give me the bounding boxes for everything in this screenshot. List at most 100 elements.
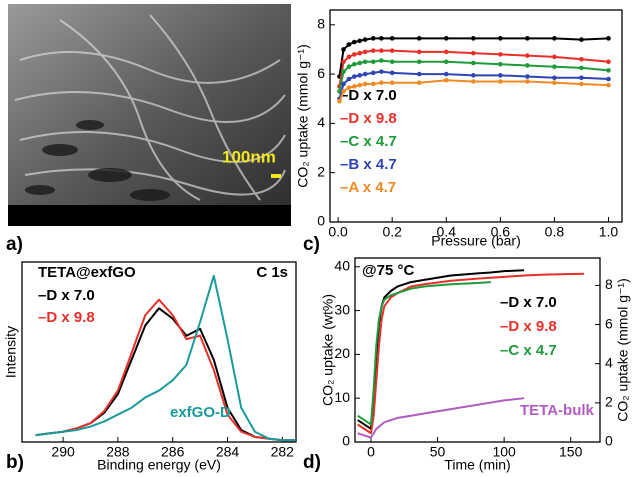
plot-frame: [329, 9, 623, 223]
data-point: [379, 36, 384, 41]
data-point: [357, 38, 363, 44]
x-tick-label: 284: [216, 444, 240, 460]
data-point: [370, 48, 376, 53]
y-tick-label: 30: [334, 301, 350, 317]
y-axis-label: CO₂ uptake (mmol g⁻¹): [295, 44, 311, 188]
x-tick-label: 50: [430, 444, 446, 460]
data-point: [579, 81, 584, 87]
data-point: [341, 69, 346, 74]
data-point: [357, 73, 363, 78]
y2-axis-label: CO₂ uptake (mmol g⁻¹): [615, 278, 631, 422]
data-point: [443, 71, 449, 77]
data-point: [352, 39, 357, 45]
data-point: [579, 57, 584, 62]
sem-footer-text: SEI: [118, 213, 129, 220]
data-point: [352, 74, 357, 79]
scale-bar: [271, 174, 281, 178]
data-point: [341, 89, 346, 94]
data-point: [498, 61, 503, 67]
y-tick-label: 4: [317, 114, 325, 130]
y2-tick-label: 2: [605, 394, 613, 410]
data-point: [346, 64, 352, 69]
x-tick-label: 0.0: [328, 224, 348, 240]
data-point: [379, 48, 384, 53]
data-point: [362, 59, 368, 65]
data-point: [379, 58, 384, 63]
data-point: [470, 79, 476, 84]
legend-entry: –B x 4.7: [340, 156, 397, 173]
data-point: [416, 36, 422, 41]
x-tick-label: 282: [271, 444, 295, 460]
data-point: [525, 63, 530, 68]
data-point: [498, 36, 503, 41]
series-line: [35, 307, 296, 442]
legend-entry: –D x 9.8: [340, 110, 397, 127]
data-point: [416, 80, 422, 86]
data-point: [370, 59, 376, 65]
y-tick-label: 0: [317, 213, 325, 229]
sem-image: UCL CHEM SEI 5.0kV X50,000 WD 7.9mm 100n…: [8, 4, 291, 226]
data-point: [346, 76, 352, 82]
data-point: [341, 47, 346, 52]
sem-footer-text: X50,000: [178, 213, 204, 220]
legend-entry: –D x 9.8: [38, 309, 95, 326]
sem-background: [8, 4, 291, 226]
annotation: C 1s: [256, 264, 288, 281]
data-point: [443, 36, 449, 41]
data-point: [389, 36, 395, 41]
data-point: [370, 81, 376, 87]
series-line: [357, 397, 525, 439]
data-point: [389, 80, 395, 86]
x-axis-label: Binding energy (eV): [97, 457, 221, 473]
x-tick-label: 100: [492, 444, 516, 460]
panel-label: d): [303, 452, 321, 473]
y-tick-label: 8: [317, 15, 325, 31]
data-point: [579, 37, 584, 42]
y2-tick-label: 6: [605, 315, 613, 331]
x-axis-label: Time (min): [444, 457, 510, 473]
series-line: [357, 281, 491, 426]
legend-entry: –C x 4.7: [500, 342, 557, 359]
data-point: [525, 36, 530, 41]
data-point: [352, 84, 357, 89]
legend-entry: –D x 7.0: [500, 294, 557, 311]
data-point: [443, 49, 449, 55]
data-point: [357, 60, 363, 66]
data-point: [443, 77, 449, 83]
x-axis-label: Pressure (bar): [431, 233, 520, 249]
data-point: [357, 50, 363, 56]
data-point: [362, 37, 368, 42]
sem-footer: [8, 205, 291, 226]
data-point: [498, 52, 503, 57]
plot-frame: [354, 257, 601, 443]
data-point: [416, 71, 422, 77]
data-point: [525, 74, 530, 79]
data-point: [552, 64, 557, 69]
data-point: [379, 80, 384, 86]
data-point: [346, 54, 352, 60]
data-point: [362, 49, 368, 55]
y-axis-label: Intensity: [3, 326, 19, 378]
x-tick-label: 0.8: [545, 224, 565, 240]
y-tick-label: 20: [334, 345, 350, 361]
data-point: [352, 52, 357, 57]
scale-bar-label: 100nm: [222, 147, 276, 166]
data-point: [346, 85, 352, 90]
y2-tick-label: 4: [605, 354, 613, 370]
data-point: [498, 73, 503, 78]
data-point: [379, 69, 384, 74]
legend-entry: –A x 4.7: [340, 179, 396, 196]
data-point: [606, 82, 611, 88]
legend-entry: TETA-bulk: [520, 402, 595, 419]
data-point: [552, 80, 557, 86]
y-tick-label: 40: [334, 257, 350, 273]
legend-entry: –D x 7.0: [38, 287, 95, 304]
data-point: [416, 59, 422, 65]
x-tick-label: 1.0: [599, 224, 619, 240]
panel-label: b): [6, 452, 24, 473]
data-point: [552, 75, 557, 81]
data-point: [606, 36, 611, 41]
data-point: [470, 73, 476, 78]
data-point: [498, 79, 503, 84]
